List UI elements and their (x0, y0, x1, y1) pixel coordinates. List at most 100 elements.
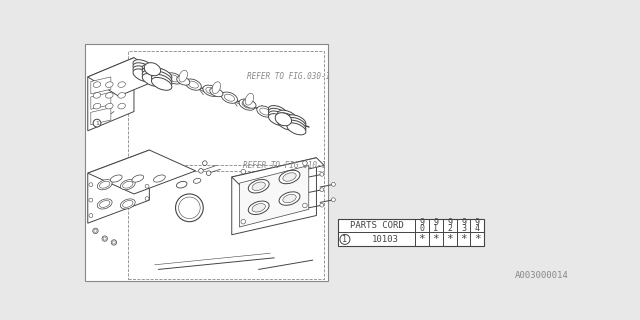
Ellipse shape (275, 113, 291, 124)
Ellipse shape (152, 74, 172, 87)
Circle shape (93, 228, 98, 234)
Ellipse shape (123, 181, 133, 188)
Circle shape (241, 169, 246, 174)
Polygon shape (232, 158, 324, 185)
Polygon shape (239, 165, 308, 227)
Text: 9: 9 (447, 218, 452, 227)
Polygon shape (91, 108, 111, 124)
Circle shape (320, 172, 324, 176)
Ellipse shape (154, 69, 164, 76)
Circle shape (175, 194, 204, 222)
Circle shape (102, 236, 108, 241)
Ellipse shape (142, 70, 163, 83)
Ellipse shape (193, 179, 201, 183)
Ellipse shape (269, 111, 287, 123)
Ellipse shape (118, 103, 125, 109)
Polygon shape (91, 77, 111, 94)
Bar (128, 52, 324, 171)
Circle shape (198, 169, 204, 173)
Ellipse shape (278, 113, 297, 125)
Ellipse shape (169, 75, 179, 82)
Bar (86, 44, 328, 281)
Ellipse shape (278, 116, 297, 128)
Ellipse shape (144, 63, 161, 76)
Ellipse shape (252, 204, 266, 212)
Circle shape (113, 241, 115, 244)
Ellipse shape (210, 88, 223, 97)
Text: 9: 9 (461, 218, 466, 227)
Ellipse shape (110, 175, 122, 182)
Ellipse shape (142, 64, 163, 77)
Circle shape (340, 234, 350, 244)
Text: 2: 2 (447, 224, 452, 233)
Circle shape (145, 184, 149, 188)
Text: *: * (460, 234, 467, 244)
Ellipse shape (212, 82, 221, 93)
Ellipse shape (132, 175, 144, 182)
Polygon shape (88, 150, 149, 223)
Circle shape (206, 171, 211, 175)
Ellipse shape (287, 117, 306, 130)
Circle shape (89, 213, 93, 217)
Ellipse shape (283, 194, 296, 203)
Ellipse shape (243, 100, 256, 108)
Text: A003000014: A003000014 (515, 271, 568, 280)
Ellipse shape (287, 115, 306, 127)
Ellipse shape (239, 99, 255, 110)
Ellipse shape (106, 92, 113, 98)
Ellipse shape (93, 92, 100, 98)
Circle shape (93, 119, 101, 127)
Ellipse shape (224, 94, 235, 101)
Text: REFER TO FIG.010-1: REFER TO FIG.010-1 (243, 161, 326, 170)
Circle shape (145, 196, 149, 201)
Ellipse shape (283, 173, 296, 181)
Circle shape (332, 182, 335, 186)
Ellipse shape (154, 175, 165, 182)
Polygon shape (88, 150, 196, 194)
Ellipse shape (120, 180, 135, 190)
Ellipse shape (106, 82, 113, 87)
Text: PARTS CORD: PARTS CORD (349, 221, 403, 230)
Ellipse shape (260, 108, 270, 115)
Circle shape (332, 198, 335, 202)
Ellipse shape (188, 81, 198, 88)
Ellipse shape (93, 103, 100, 109)
Text: *: * (474, 234, 481, 244)
Circle shape (94, 229, 97, 232)
Text: 1: 1 (342, 235, 348, 244)
Ellipse shape (203, 85, 219, 96)
Ellipse shape (133, 66, 154, 79)
Ellipse shape (252, 182, 266, 190)
Circle shape (103, 237, 106, 240)
Ellipse shape (166, 73, 182, 84)
Ellipse shape (245, 93, 253, 105)
Ellipse shape (279, 192, 300, 205)
Text: 9: 9 (433, 218, 438, 227)
Ellipse shape (257, 106, 273, 117)
Ellipse shape (279, 170, 300, 184)
Text: 9: 9 (419, 218, 424, 227)
Bar (338, 219, 484, 246)
Polygon shape (91, 92, 111, 109)
Ellipse shape (118, 82, 125, 87)
Ellipse shape (269, 108, 287, 120)
Circle shape (202, 161, 207, 165)
Text: 10103: 10103 (372, 235, 399, 244)
Ellipse shape (106, 103, 113, 109)
Ellipse shape (269, 114, 287, 126)
Ellipse shape (118, 92, 125, 98)
Circle shape (303, 203, 307, 208)
Text: 1: 1 (95, 121, 99, 125)
Ellipse shape (120, 199, 135, 209)
Ellipse shape (221, 92, 237, 103)
Polygon shape (232, 158, 316, 235)
Ellipse shape (133, 63, 154, 76)
Ellipse shape (269, 106, 287, 117)
Ellipse shape (100, 201, 110, 207)
Ellipse shape (179, 70, 188, 82)
Ellipse shape (278, 118, 297, 130)
Ellipse shape (177, 181, 187, 188)
Text: 0: 0 (419, 224, 424, 233)
Ellipse shape (152, 71, 172, 84)
Ellipse shape (152, 77, 172, 90)
